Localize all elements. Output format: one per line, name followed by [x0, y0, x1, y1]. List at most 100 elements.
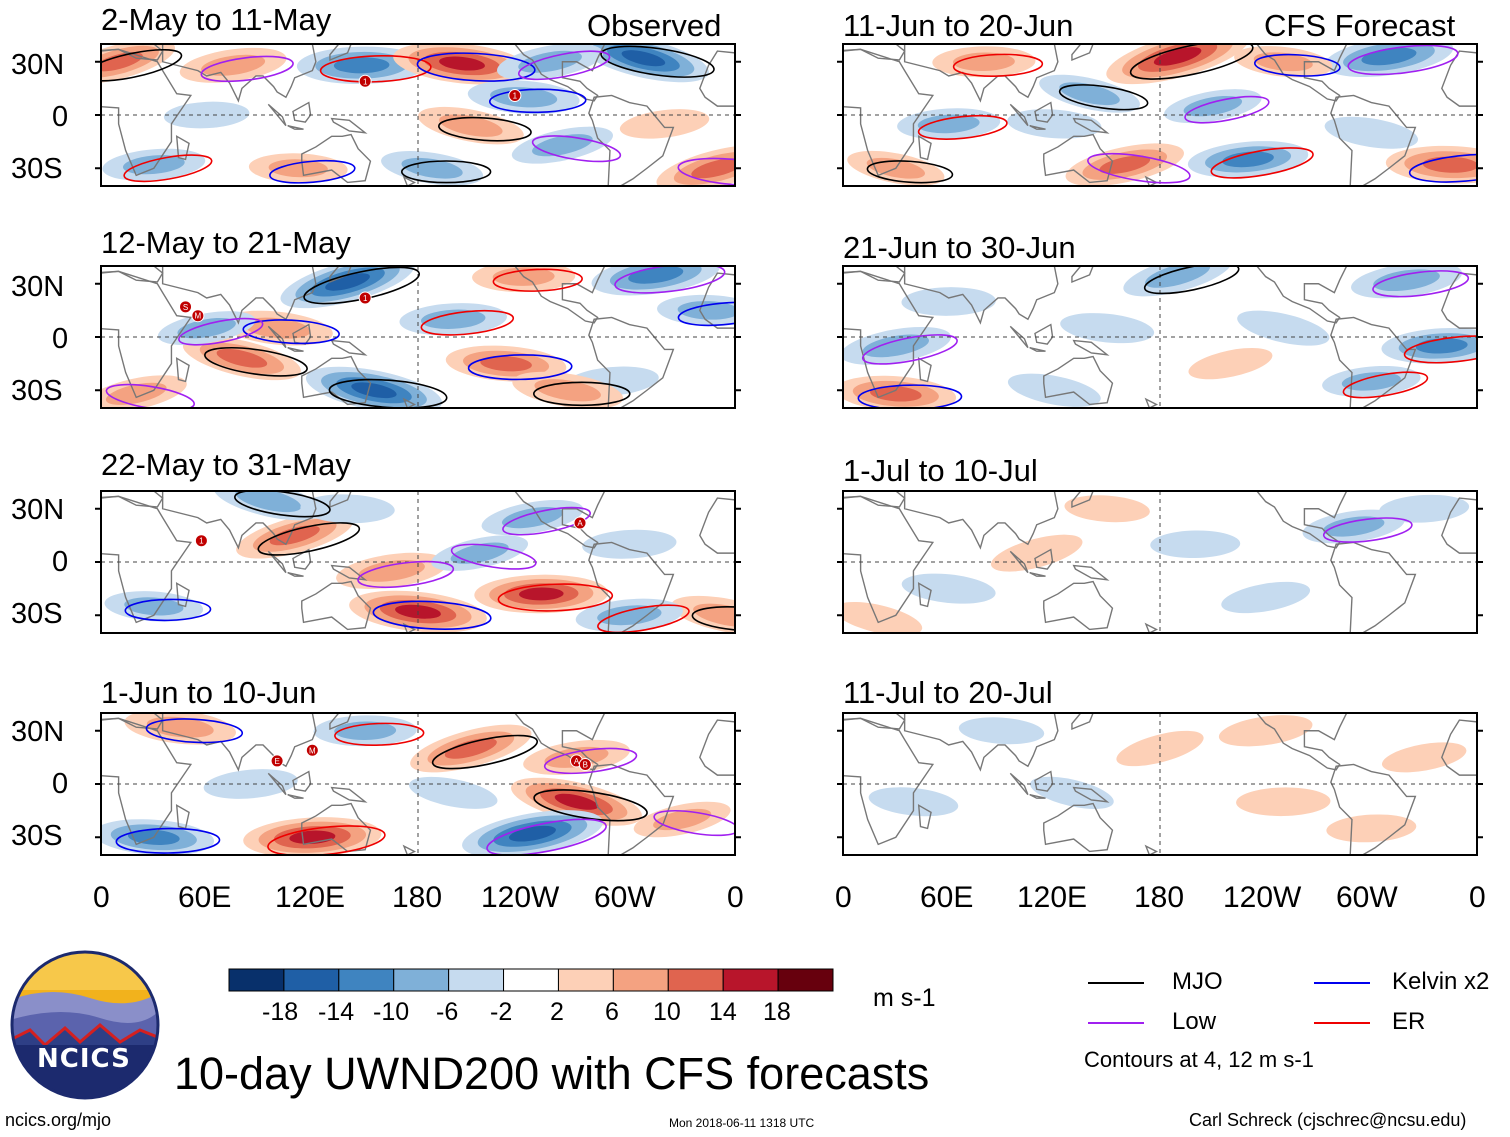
- coastline: [903, 713, 1059, 772]
- coastline: [330, 786, 368, 803]
- cyclone-marker: [573, 516, 587, 530]
- wind-anomaly-cell: [917, 114, 980, 134]
- wind-anomaly-cell: [1341, 372, 1401, 391]
- main-title: 10-day UWND200 with CFS forecasts: [174, 1048, 930, 1099]
- wave-contour: [257, 522, 361, 556]
- wind-anomaly-cell: [300, 494, 395, 524]
- lat-label-30n: 30N: [11, 271, 65, 303]
- cyclone-marker-label: M: [195, 312, 202, 321]
- coastline: [1029, 793, 1046, 799]
- wind-anomaly-cell: [1237, 310, 1330, 346]
- lat-label-30s: 30S: [11, 598, 63, 630]
- wind-anomaly-cell: [843, 602, 923, 633]
- wave-contour: [952, 53, 1044, 78]
- cyclone-marker: [358, 74, 372, 88]
- wind-anomaly-cell: [1099, 155, 1151, 174]
- coastline: [903, 266, 1059, 325]
- colorbar-label-6: 6: [605, 998, 619, 1026]
- map-panel-1: SM 1: [95, 265, 741, 409]
- coastline: [903, 491, 1059, 550]
- lat-label-30s: 30S: [11, 153, 63, 185]
- wave-contour: [234, 491, 331, 518]
- wave-contour: [431, 734, 539, 770]
- wave-contour: [467, 354, 573, 381]
- wind-anomaly-cell: [1145, 266, 1211, 288]
- wind-anomaly-cell: [420, 309, 486, 329]
- colorbar-swatch: [448, 968, 505, 992]
- wave-contour: [1372, 270, 1470, 298]
- coastline: [161, 491, 317, 550]
- wave-contour: [861, 334, 958, 365]
- legend-line-low: [1088, 1022, 1144, 1024]
- wave-contour: [1322, 517, 1413, 543]
- wind-anomaly-cell: [101, 52, 143, 72]
- colorbar-label-m18: -18: [262, 998, 299, 1026]
- wind-anomaly-cell: [124, 597, 184, 616]
- wave-contour: [101, 48, 183, 82]
- wave-contour: [597, 604, 690, 633]
- colorbar-swatch: [338, 968, 395, 992]
- wave-contour: [917, 114, 1008, 140]
- wind-anomaly-cell: [554, 793, 599, 810]
- wind-anomaly-cell: [901, 573, 996, 604]
- coastline: [917, 804, 932, 830]
- wave-contour: [319, 55, 432, 83]
- coastline: [1029, 346, 1046, 352]
- ncics-logo: [10, 950, 160, 1100]
- coastline: [1043, 133, 1114, 184]
- wave-contour: [269, 159, 356, 184]
- wind-anomaly-cell: [334, 721, 397, 741]
- wave-contour: [124, 598, 212, 622]
- wave-contour: [1184, 95, 1270, 124]
- wind-anomaly-cell: [177, 317, 236, 339]
- wave-contour: [123, 154, 213, 183]
- colorbar-label-10: 10: [653, 998, 681, 1026]
- coastline: [917, 357, 932, 383]
- wind-anomaly-cell: [201, 54, 266, 76]
- coastline: [101, 270, 193, 399]
- coastline: [175, 357, 190, 383]
- lon-label-120e: 120E: [1017, 881, 1088, 914]
- coastline: [917, 135, 932, 161]
- coastline: [101, 717, 193, 846]
- wave-contour: [1342, 371, 1429, 399]
- wind-anomaly-cell: [1422, 156, 1477, 173]
- wind-anomaly-cell: [408, 776, 498, 809]
- coastline: [1029, 571, 1046, 577]
- wave-contour: [357, 560, 455, 589]
- lon-label-0-end: 0: [1469, 881, 1486, 914]
- map-panel-7: [837, 712, 1483, 856]
- wave-contour: [653, 809, 735, 837]
- cyclone-marker: [191, 309, 205, 323]
- coastline: [1071, 44, 1094, 62]
- wind-anomaly-cell: [1222, 151, 1274, 168]
- lat-label-eq: 0: [52, 101, 69, 133]
- cyclone-marker-label: M: [309, 746, 316, 755]
- coastline: [1072, 339, 1110, 356]
- coastline: [1043, 802, 1114, 853]
- wave-contour: [533, 789, 648, 822]
- wave-contour: [200, 55, 294, 83]
- coastline: [1330, 94, 1417, 186]
- panel-title-fcst-3: 1-Jul to 10-Jul: [843, 453, 1038, 488]
- lat-label-30s: 30S: [11, 820, 63, 852]
- coastline: [287, 124, 304, 130]
- coastline: [1034, 548, 1054, 570]
- colorbar-swatch: [722, 968, 779, 992]
- wind-anomaly-cell: [870, 386, 922, 402]
- wave-contour: [600, 45, 715, 78]
- lat-label-30s: 30S: [11, 375, 63, 407]
- cyclone-marker-label: 1: [513, 91, 518, 100]
- coastline: [292, 323, 312, 345]
- wind-anomaly-cell: [1150, 530, 1241, 559]
- coastline: [1441, 497, 1477, 554]
- wave-contour: [1087, 152, 1191, 184]
- wind-anomaly-cell: [952, 52, 1015, 72]
- coastline: [588, 94, 675, 186]
- footer-author: Carl Schreck (cjschrec@ncsu.edu): [1189, 1110, 1467, 1130]
- wind-anomaly-cell: [1373, 269, 1440, 292]
- cyclone-marker-label: A: [574, 757, 580, 766]
- cyclone-marker-label: 1: [363, 77, 368, 86]
- coastline: [329, 491, 352, 509]
- wind-anomaly-cell: [862, 334, 929, 358]
